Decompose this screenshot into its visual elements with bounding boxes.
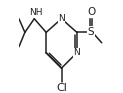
Text: NH: NH	[29, 8, 42, 17]
Text: S: S	[88, 27, 94, 37]
Text: N: N	[73, 48, 80, 57]
Text: N: N	[58, 14, 65, 23]
Text: O: O	[87, 7, 95, 17]
Text: Cl: Cl	[56, 83, 67, 93]
